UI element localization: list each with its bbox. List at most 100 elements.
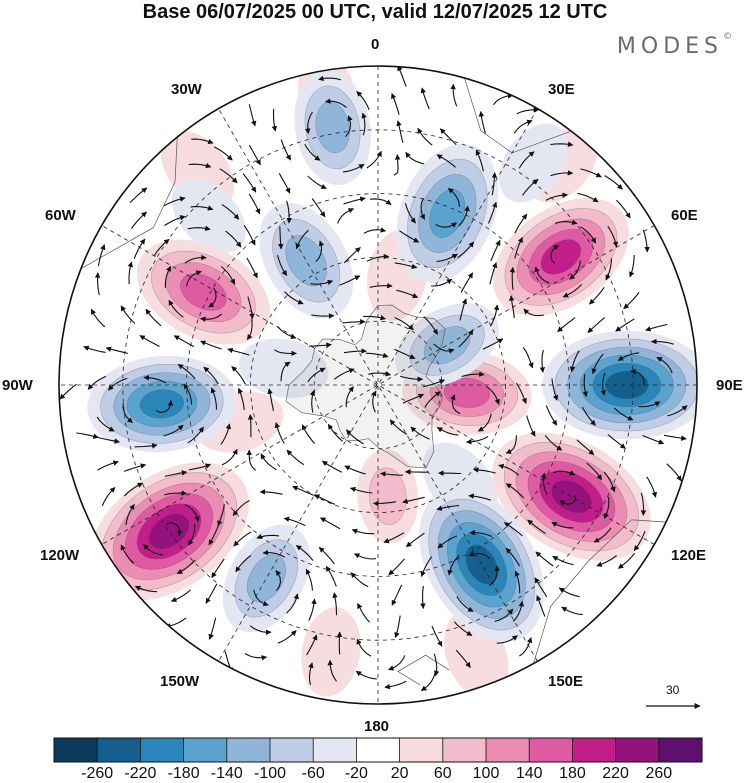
wind-arrow bbox=[420, 87, 430, 110]
copyright-mark: © bbox=[723, 32, 732, 42]
wind-arrow bbox=[577, 192, 599, 203]
wind-arrow bbox=[134, 585, 158, 593]
wind-arrow bbox=[389, 419, 408, 436]
label-lon-180: 180 bbox=[364, 718, 390, 735]
wind-arrow bbox=[447, 555, 460, 576]
wind-arrow bbox=[604, 175, 623, 190]
continent-coast bbox=[72, 128, 179, 275]
colorbar-swatch bbox=[313, 738, 357, 762]
wind-arrow bbox=[310, 279, 334, 286]
label-lon-0: 0 bbox=[371, 36, 380, 53]
wind-arrow bbox=[163, 196, 186, 207]
wind-arrow bbox=[355, 670, 377, 680]
wind-arrow bbox=[540, 472, 548, 495]
wind-arrow bbox=[153, 238, 170, 257]
wind-arrow bbox=[488, 565, 500, 586]
anomaly-contour bbox=[139, 389, 185, 419]
wind-arrow bbox=[460, 272, 474, 293]
wind-arrow bbox=[133, 238, 146, 260]
colorbar-swatch bbox=[572, 738, 616, 762]
wind-arrow bbox=[582, 374, 588, 398]
wind-arrow bbox=[562, 284, 583, 298]
wind-arrow bbox=[623, 292, 640, 310]
anomaly-center bbox=[492, 432, 651, 561]
wind-arrow bbox=[349, 486, 373, 494]
wind-arrow bbox=[534, 577, 548, 598]
wind-arrow bbox=[363, 227, 387, 234]
wind-arrow bbox=[311, 198, 326, 218]
colorbar-tick-label: -100 bbox=[253, 765, 287, 782]
wind-arrow bbox=[482, 338, 504, 350]
wind-arrow bbox=[394, 615, 401, 639]
wind-arrow bbox=[475, 149, 484, 172]
wind-arrow bbox=[569, 260, 581, 280]
wind-arrow bbox=[214, 146, 233, 161]
wind-arrow bbox=[205, 583, 218, 604]
wind-arrow bbox=[393, 154, 401, 176]
wind-arrow bbox=[124, 482, 144, 497]
wind-arrow bbox=[225, 230, 242, 248]
anomaly-center bbox=[419, 487, 545, 642]
wind-arrow bbox=[487, 201, 498, 224]
meridian-line bbox=[218, 108, 538, 662]
anomaly-center bbox=[492, 197, 629, 316]
wind-arrow bbox=[145, 308, 162, 327]
colorbar-tick-label: -140 bbox=[210, 765, 243, 782]
wind-arrow bbox=[600, 373, 606, 396]
wind-arrow bbox=[404, 202, 416, 224]
wind-arrow bbox=[164, 470, 188, 477]
wind-arrow bbox=[589, 286, 605, 305]
wind-arrow bbox=[188, 162, 212, 169]
wind-arrow bbox=[262, 549, 286, 558]
wind-arrow bbox=[519, 637, 533, 657]
wind-arrow bbox=[405, 532, 425, 548]
wind-arrow bbox=[342, 318, 366, 325]
wind-arrow bbox=[536, 595, 546, 617]
wind-arrow bbox=[286, 200, 292, 224]
wind-arrow bbox=[276, 255, 288, 277]
wind-arrow bbox=[424, 391, 441, 408]
wind-arrow bbox=[561, 606, 583, 616]
wind-arrow bbox=[219, 168, 238, 184]
wind-arrow bbox=[498, 463, 519, 476]
label-lon-150w: 150W bbox=[160, 673, 200, 690]
wind-arrow bbox=[308, 342, 332, 348]
wind-arrow bbox=[177, 363, 196, 380]
colorbar-swatch bbox=[356, 738, 400, 762]
wind-arrow bbox=[283, 516, 306, 527]
wind-arrow bbox=[586, 462, 603, 481]
anomaly-center bbox=[301, 607, 361, 697]
wind-arrow bbox=[107, 377, 128, 391]
wind-arrow bbox=[350, 572, 369, 588]
wind-arrow bbox=[486, 385, 500, 405]
wind-arrow bbox=[494, 608, 514, 622]
colorbar-tick-label: 260 bbox=[645, 765, 673, 782]
wind-arrow bbox=[235, 555, 252, 573]
wind-arrow bbox=[617, 552, 636, 569]
wind-arrow bbox=[402, 496, 425, 504]
colorbar-tick-label: -220 bbox=[124, 765, 157, 782]
colorbar-swatch bbox=[486, 738, 530, 762]
anomaly-contour bbox=[368, 467, 407, 525]
wind-arrow bbox=[278, 226, 284, 250]
wind-arrow bbox=[508, 295, 515, 318]
wind-arrow bbox=[642, 229, 650, 253]
wind-arrow bbox=[396, 120, 404, 143]
wind-arrow bbox=[458, 329, 474, 348]
latitude-circle bbox=[122, 129, 634, 641]
wind-arrow bbox=[513, 119, 533, 134]
wind-arrow bbox=[439, 128, 457, 145]
wind-arrow bbox=[315, 240, 325, 263]
continent-coast bbox=[530, 519, 673, 673]
wind-arrow bbox=[248, 193, 261, 215]
wind-arrow bbox=[278, 173, 291, 194]
wind-arrow bbox=[120, 544, 135, 564]
wind-arrow bbox=[591, 353, 604, 375]
label-lon-60e: 60E bbox=[671, 207, 698, 224]
wind-arrow bbox=[515, 382, 527, 404]
colorbar-swatch bbox=[615, 738, 660, 762]
wind-arrow bbox=[535, 551, 554, 567]
wind-arrow bbox=[203, 366, 219, 385]
wind-arrow bbox=[371, 390, 377, 413]
wind-arrow bbox=[550, 244, 560, 264]
